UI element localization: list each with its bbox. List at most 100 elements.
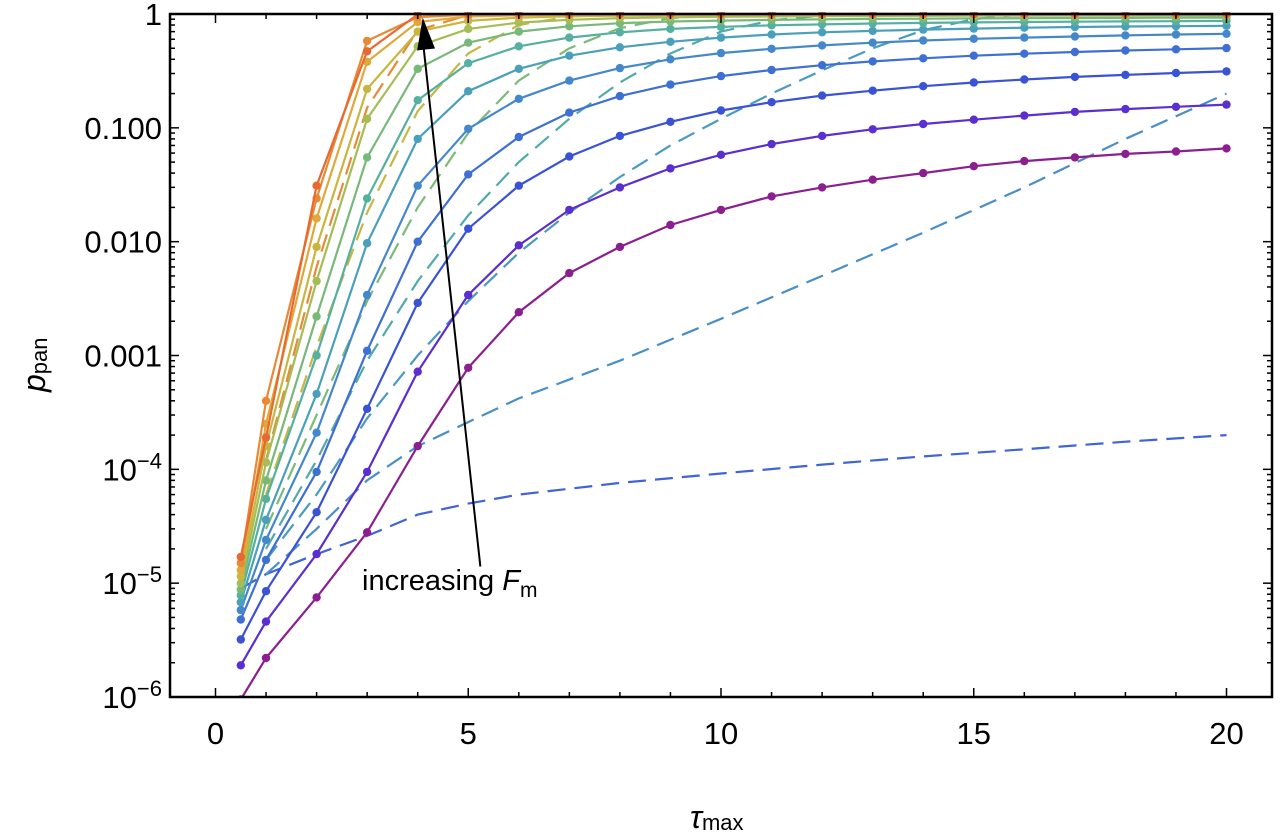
series-5-point (1020, 33, 1029, 42)
series-3-point (868, 86, 877, 95)
series-6-point (817, 28, 827, 37)
dashed-series-line-3 (265, 12, 1227, 561)
y-tick-label: 10−5 (102, 562, 162, 601)
series-4-point (1070, 47, 1080, 57)
annotation-label: increasing Fm (362, 565, 537, 602)
series-3-point (615, 131, 625, 141)
series-7-point (514, 42, 523, 51)
series-4-point (261, 555, 271, 565)
series-1-point (615, 242, 625, 252)
series-line-9 (239, 14, 1227, 584)
series-12-point (236, 558, 245, 568)
series-4-point (969, 51, 978, 60)
series-1-point (413, 441, 422, 451)
series-1-point (817, 183, 827, 192)
series-1-point (565, 268, 574, 278)
series-line-7 (239, 19, 1227, 596)
series-5-point (919, 36, 928, 45)
x-tick-label: 15 (957, 716, 991, 751)
series-7-point (362, 194, 372, 203)
series-7-point (236, 591, 245, 600)
series-5-point (514, 94, 523, 104)
series-6-point (236, 598, 245, 607)
series-5-point (1121, 31, 1130, 40)
series-5-point (1222, 29, 1231, 38)
y-tick-label: 0.001 (84, 339, 162, 374)
series-3-point (1222, 67, 1231, 76)
series-3-point (261, 587, 271, 596)
series-13-point (261, 433, 271, 442)
series-1-point (261, 653, 271, 663)
series-8-point (514, 27, 523, 36)
series-2-point (1121, 104, 1130, 114)
series-3-point (919, 82, 928, 91)
series-1-point (1121, 149, 1130, 159)
series-5-point (716, 48, 726, 58)
series-7-point (464, 59, 473, 68)
series-5-point (312, 428, 321, 437)
series-4-point (514, 132, 523, 142)
x-tick-label: 5 (460, 716, 477, 751)
series-1-point (1020, 156, 1029, 166)
series-5-point (666, 55, 675, 64)
series-5-point (413, 181, 422, 190)
series-2-point (615, 183, 625, 192)
series-2-point (969, 115, 978, 124)
series-6-point (615, 43, 625, 52)
series-12-point (362, 36, 372, 46)
series-line-11 (239, 13, 1227, 571)
series-8-point (565, 22, 574, 31)
series-6-point (969, 24, 978, 33)
series-3-point (1070, 72, 1080, 82)
dashed-series-line-1 (240, 434, 1227, 590)
series-1-point (312, 593, 321, 602)
series-2-point (1222, 100, 1231, 109)
series-2-point (413, 367, 422, 376)
y-tick-label: 0.010 (84, 225, 162, 260)
series-4-point (1171, 45, 1181, 54)
series-13-point (312, 181, 321, 190)
series-4-point (565, 108, 574, 117)
series-8-point (312, 312, 321, 321)
series-6-point (868, 26, 877, 36)
x-tick-label: 20 (1209, 716, 1243, 751)
series-1-point (969, 162, 978, 171)
series-8-point (362, 153, 372, 162)
series-2-point (868, 125, 877, 134)
x-axis-title: τmax (690, 799, 744, 835)
series-5-point (615, 63, 625, 73)
series-10-point (312, 242, 321, 252)
series-line-1 (241, 147, 1227, 697)
series-layer (236, 12, 1231, 697)
series-1-point (767, 192, 776, 201)
series-2-point (666, 164, 675, 173)
dashed-series-line-4 (265, 12, 1227, 550)
series-2-point (1020, 111, 1029, 120)
series-4-point (236, 615, 245, 624)
series-2-point (261, 617, 271, 626)
series-4-point (1222, 43, 1231, 53)
series-9-point (312, 276, 321, 286)
series-3-point (817, 91, 827, 100)
series-7-point (716, 22, 726, 32)
series-2-point (312, 549, 321, 559)
series-8-point (261, 476, 271, 485)
series-5-point (565, 76, 574, 85)
dashed-series-line-2 (265, 92, 1227, 576)
series-5-point (1171, 30, 1181, 39)
series-7-point (565, 33, 574, 42)
series-3-point (413, 298, 422, 308)
series-11-point (236, 566, 245, 575)
series-4-point (1121, 46, 1130, 55)
series-2-point (362, 467, 372, 477)
annotation-arrow-head (417, 17, 436, 51)
series-1-point (716, 205, 726, 215)
dashed-series-layer (240, 12, 1227, 590)
series-5-point (236, 605, 245, 615)
y-tick-label: 10−4 (102, 448, 162, 487)
series-11-point (312, 214, 321, 223)
series-5-point (868, 38, 877, 47)
series-line-12 (239, 12, 1227, 564)
series-4-point (464, 170, 473, 179)
series-1-point (868, 175, 877, 184)
